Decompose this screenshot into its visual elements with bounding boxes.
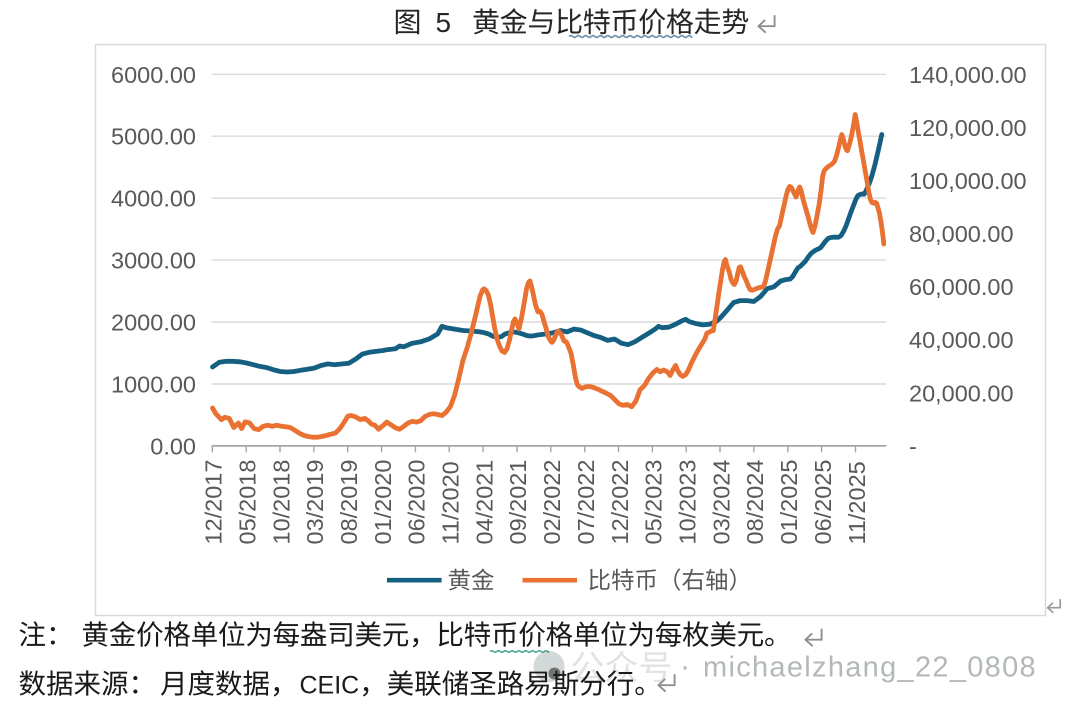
svg-text:0.00: 0.00 xyxy=(150,433,196,459)
svg-text:08/2019: 08/2019 xyxy=(336,460,362,545)
svg-text:140,000.00: 140,000.00 xyxy=(909,62,1027,88)
svg-text:11/2025: 11/2025 xyxy=(844,461,870,544)
svg-text:08/2024: 08/2024 xyxy=(742,460,768,545)
svg-text:03/2019: 03/2019 xyxy=(302,460,328,545)
svg-text:06/2020: 06/2020 xyxy=(404,460,430,545)
svg-text:40,000.00: 40,000.00 xyxy=(909,327,1014,353)
svg-text:05/2018: 05/2018 xyxy=(235,460,261,545)
svg-text:100,000.00: 100,000.00 xyxy=(909,168,1027,194)
svg-text:michaelzhang_22_0808: michaelzhang_22_0808 xyxy=(703,652,1037,684)
svg-text:120,000.00: 120,000.00 xyxy=(909,115,1027,141)
svg-text:11/2020: 11/2020 xyxy=(438,461,464,544)
svg-text:4000.00: 4000.00 xyxy=(111,186,196,212)
svg-text:07/2022: 07/2022 xyxy=(573,460,599,545)
svg-text:01/2020: 01/2020 xyxy=(370,460,396,545)
svg-text:02/2022: 02/2022 xyxy=(539,460,565,545)
svg-text:5000.00: 5000.00 xyxy=(111,124,196,150)
svg-text:6000.00: 6000.00 xyxy=(111,62,196,88)
svg-text:06/2025: 06/2025 xyxy=(810,460,836,545)
svg-text:09/2021: 09/2021 xyxy=(505,460,531,545)
svg-text:12/2017: 12/2017 xyxy=(201,460,227,545)
svg-text:05/2023: 05/2023 xyxy=(641,460,667,545)
svg-text:-: - xyxy=(909,433,917,459)
svg-text:5: 5 xyxy=(436,7,452,38)
svg-text:12/2022: 12/2022 xyxy=(607,460,633,545)
svg-text:·: · xyxy=(680,650,690,683)
svg-text:1000.00: 1000.00 xyxy=(111,372,196,398)
svg-text:3000.00: 3000.00 xyxy=(111,248,196,274)
svg-text:80,000.00: 80,000.00 xyxy=(909,221,1014,247)
svg-text:04/2021: 04/2021 xyxy=(471,460,497,545)
svg-text:2000.00: 2000.00 xyxy=(111,310,196,336)
svg-text:60,000.00: 60,000.00 xyxy=(909,274,1014,300)
svg-text:CEIC: CEIC xyxy=(300,672,360,700)
svg-text:03/2024: 03/2024 xyxy=(708,460,734,545)
svg-text:10/2018: 10/2018 xyxy=(268,460,294,545)
svg-text:01/2025: 01/2025 xyxy=(776,460,802,545)
svg-text:20,000.00: 20,000.00 xyxy=(909,380,1014,406)
svg-text:10/2023: 10/2023 xyxy=(675,460,701,545)
